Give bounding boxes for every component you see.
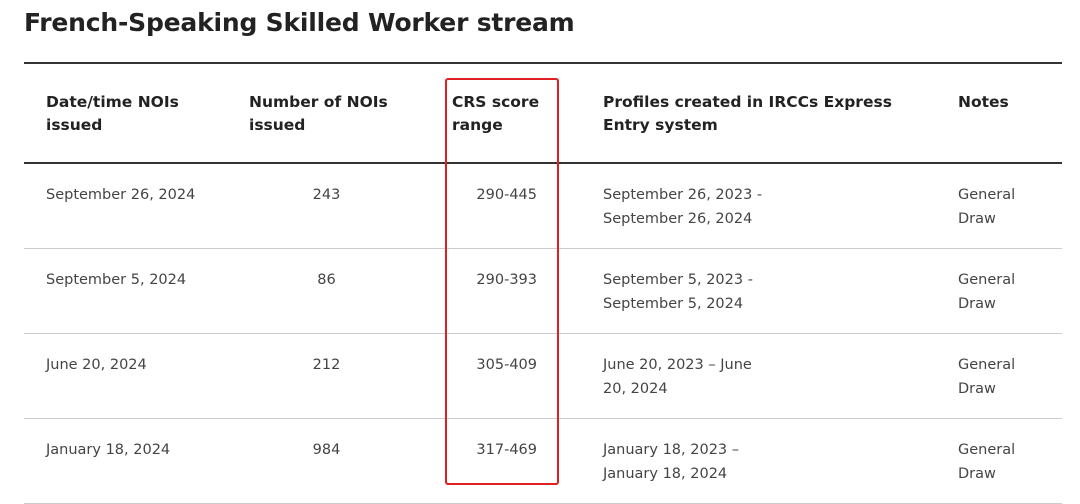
table-cell: 290-445 bbox=[428, 163, 580, 249]
cell-text: General Draw bbox=[958, 187, 1016, 227]
cell-text: January 18, 2023 – January 18, 2024 bbox=[603, 442, 740, 482]
cell-text: 86 bbox=[317, 272, 336, 288]
table-cell: 317-469 bbox=[428, 418, 580, 504]
table-cell: June 20, 2024 bbox=[24, 333, 225, 419]
table-cell: 305-409 bbox=[428, 333, 580, 419]
cell-text: 305-409 bbox=[476, 357, 537, 373]
table-row: January 18, 2024 984 317-469 January 18, 20… bbox=[24, 418, 1062, 504]
table-row: September 26, 2024 243 290-445 September 26… bbox=[24, 163, 1062, 249]
table-cell: General Draw bbox=[935, 418, 1062, 504]
cell-text: September 26, 2023 - September 26, 2024 bbox=[603, 187, 763, 227]
header-text: Date/time NOIs issued bbox=[46, 93, 179, 134]
cell-text: 290-393 bbox=[476, 272, 537, 288]
table-cell: January 18, 2024 bbox=[24, 418, 225, 504]
cell-text: January 18, 2024 bbox=[46, 442, 171, 458]
title: French-Speaking Skilled Worker stream bbox=[24, 8, 575, 37]
table-cell: 212 bbox=[225, 333, 428, 419]
table-cell: 86 bbox=[225, 248, 428, 334]
table-row: September 5, 2024 86 290-393 September 5, 2… bbox=[24, 248, 1062, 334]
noi-table: Date/time NOIs issued Number of NOIs issu… bbox=[24, 62, 1062, 504]
column-header: CRS score range bbox=[428, 62, 580, 164]
column-header: Profiles created in IRCCs Express Entry … bbox=[580, 62, 935, 164]
cell-text: September 26, 2024 bbox=[46, 187, 196, 203]
table-cell: General Draw bbox=[935, 163, 1062, 249]
cell-text: 290-445 bbox=[476, 187, 537, 203]
column-header: Date/time NOIs issued bbox=[24, 62, 225, 164]
cell-text: September 5, 2024 bbox=[46, 272, 187, 288]
cell-text: September 5, 2023 - September 5, 2024 bbox=[603, 272, 753, 312]
cell-text: 317-469 bbox=[476, 442, 537, 458]
table-cell: September 5, 2024 bbox=[24, 248, 225, 334]
cell-text: 243 bbox=[312, 187, 341, 203]
table-cell: September 5, 2023 - September 5, 2024 bbox=[580, 248, 935, 334]
header-text: Notes bbox=[958, 93, 1009, 111]
table-row: June 20, 2024 212 305-409 June 20, 2023 – J… bbox=[24, 333, 1062, 419]
table-cell: 984 bbox=[225, 418, 428, 504]
cell-text: 212 bbox=[312, 357, 341, 373]
cell-text: General Draw bbox=[958, 272, 1016, 312]
header-text: CRS score range bbox=[452, 93, 540, 134]
cell-text: June 20, 2024 bbox=[46, 357, 147, 373]
header-text: Number of NOIs issued bbox=[249, 93, 388, 134]
table-cell: September 26, 2023 - September 26, 2024 bbox=[580, 163, 935, 249]
header-row: Date/time NOIs issued Number of NOIs issu… bbox=[24, 62, 1062, 164]
cell-text: General Draw bbox=[958, 357, 1016, 397]
table-cell: General Draw bbox=[935, 333, 1062, 419]
cell-text: 984 bbox=[312, 442, 341, 458]
cell-text: June 20, 2023 – June 20, 2024 bbox=[603, 357, 752, 397]
table-cell: January 18, 2023 – January 18, 2024 bbox=[580, 418, 935, 504]
column-header: Notes bbox=[935, 62, 1062, 164]
column-header: Number of NOIs issued bbox=[225, 62, 428, 164]
cell-text: General Draw bbox=[958, 442, 1016, 482]
header-text: Profiles created in IRCCs Express Entry … bbox=[603, 93, 892, 134]
table-cell: June 20, 2023 – June 20, 2024 bbox=[580, 333, 935, 419]
table-cell: 290-393 bbox=[428, 248, 580, 334]
table-cell: General Draw bbox=[935, 248, 1062, 334]
table-cell: September 26, 2024 bbox=[24, 163, 225, 249]
table-cell: 243 bbox=[225, 163, 428, 249]
